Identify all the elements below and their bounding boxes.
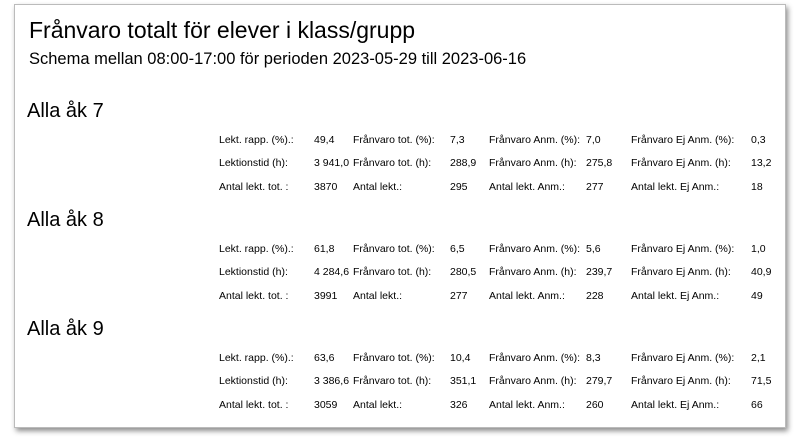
group-title: Alla åk 9 <box>27 318 104 340</box>
stat-value: 288,9 <box>450 157 477 169</box>
stat-label: Lektionstid (h): <box>219 266 288 278</box>
stat-value: 277 <box>450 290 468 302</box>
stat-value: 61,8 <box>314 243 335 255</box>
stat-label: Frånvaro tot. (%): <box>353 243 435 255</box>
stat-value: 239,7 <box>586 266 613 278</box>
stat-value: 66 <box>751 399 763 411</box>
stat-label: Antal lekt.: <box>353 290 403 302</box>
stat-value: 4 284,6 <box>314 266 350 278</box>
stat-label: Lekt. rapp. (%).: <box>219 243 294 255</box>
stat-label: Frånvaro Ej Anm. (h): <box>631 375 731 387</box>
stat-label: Antal lekt. Anm.: <box>489 181 565 193</box>
stat-value: 2,1 <box>751 352 766 364</box>
stat-value: 3991 <box>314 290 338 302</box>
stat-value: 3 941,0 <box>314 157 350 169</box>
stat-label: Frånvaro tot. (%): <box>353 352 435 364</box>
stat-label: Frånvaro Anm. (h): <box>489 375 577 387</box>
stat-label: Lekt. rapp. (%).: <box>219 352 294 364</box>
stat-label: Antal lekt. Anm.: <box>489 290 565 302</box>
stat-label: Frånvaro Ej Anm. (%): <box>631 352 735 364</box>
stat-label: Frånvaro tot. (h): <box>353 266 432 278</box>
stat-value: 275,8 <box>586 157 613 169</box>
stat-label: Lekt. rapp. (%).: <box>219 134 294 146</box>
report-subtitle: Schema mellan 08:00-17:00 för perioden 2… <box>29 50 527 68</box>
stat-value: 6,5 <box>450 243 465 255</box>
stat-value: 7,0 <box>586 134 601 146</box>
stat-label: Frånvaro Anm. (h): <box>489 266 577 278</box>
stat-value: 280,5 <box>450 266 477 278</box>
stat-label: Antal lekt. tot. : <box>219 399 289 411</box>
stat-label: Antal lekt. tot. : <box>219 181 289 193</box>
stat-label: Frånvaro tot. (%): <box>353 134 435 146</box>
stat-value: 0,3 <box>751 134 766 146</box>
stat-label: Frånvaro tot. (h): <box>353 157 432 169</box>
stat-label: Frånvaro tot. (h): <box>353 375 432 387</box>
stat-value: 295 <box>450 181 468 193</box>
stat-label: Lektionstid (h): <box>219 375 288 387</box>
stat-label: Frånvaro Anm. (h): <box>489 157 577 169</box>
stat-value: 49,4 <box>314 134 335 146</box>
stat-label: Antal lekt. tot. : <box>219 290 289 302</box>
stat-value: 326 <box>450 399 468 411</box>
stat-label: Frånvaro Anm. (%): <box>489 134 581 146</box>
stat-value: 228 <box>586 290 604 302</box>
stat-value: 260 <box>586 399 604 411</box>
stat-label: Antal lekt.: <box>353 181 403 193</box>
stat-label: Frånvaro Anm. (%): <box>489 352 581 364</box>
group-title: Alla åk 7 <box>27 100 104 122</box>
stat-value: 5,6 <box>586 243 601 255</box>
stat-value: 7,3 <box>450 134 465 146</box>
report-sheet: Frånvaro totalt för elever i klass/grupp… <box>14 4 786 428</box>
stat-value: 40,9 <box>751 266 772 278</box>
group-title: Alla åk 8 <box>27 209 104 231</box>
stat-value: 63,6 <box>314 352 335 364</box>
stat-label: Frånvaro Ej Anm. (h): <box>631 157 731 169</box>
stat-label: Frånvaro Ej Anm. (%): <box>631 134 735 146</box>
stat-value: 71,5 <box>751 375 772 387</box>
stat-label: Antal lekt. Ej Anm.: <box>631 181 720 193</box>
stat-value: 10,4 <box>450 352 471 364</box>
stat-label: Antal lekt.: <box>353 399 403 411</box>
stat-value: 277 <box>586 181 604 193</box>
stat-value: 3059 <box>314 399 338 411</box>
stat-label: Lektionstid (h): <box>219 157 288 169</box>
stat-value: 13,2 <box>751 157 772 169</box>
stat-label: Frånvaro Ej Anm. (%): <box>631 243 735 255</box>
stat-label: Frånvaro Anm. (%): <box>489 243 581 255</box>
report-title: Frånvaro totalt för elever i klass/grupp <box>29 17 416 43</box>
stat-value: 3870 <box>314 181 338 193</box>
stat-value: 8,3 <box>586 352 601 364</box>
stat-label: Antal lekt. Ej Anm.: <box>631 399 720 411</box>
stat-value: 49 <box>751 290 763 302</box>
stat-value: 1,0 <box>751 243 766 255</box>
stat-value: 279,7 <box>586 375 613 387</box>
stat-value: 18 <box>751 181 763 193</box>
stat-label: Frånvaro Ej Anm. (h): <box>631 266 731 278</box>
stat-label: Antal lekt. Anm.: <box>489 399 565 411</box>
stat-label: Antal lekt. Ej Anm.: <box>631 290 720 302</box>
stat-value: 351,1 <box>450 375 477 387</box>
stat-value: 3 386,6 <box>314 375 350 387</box>
